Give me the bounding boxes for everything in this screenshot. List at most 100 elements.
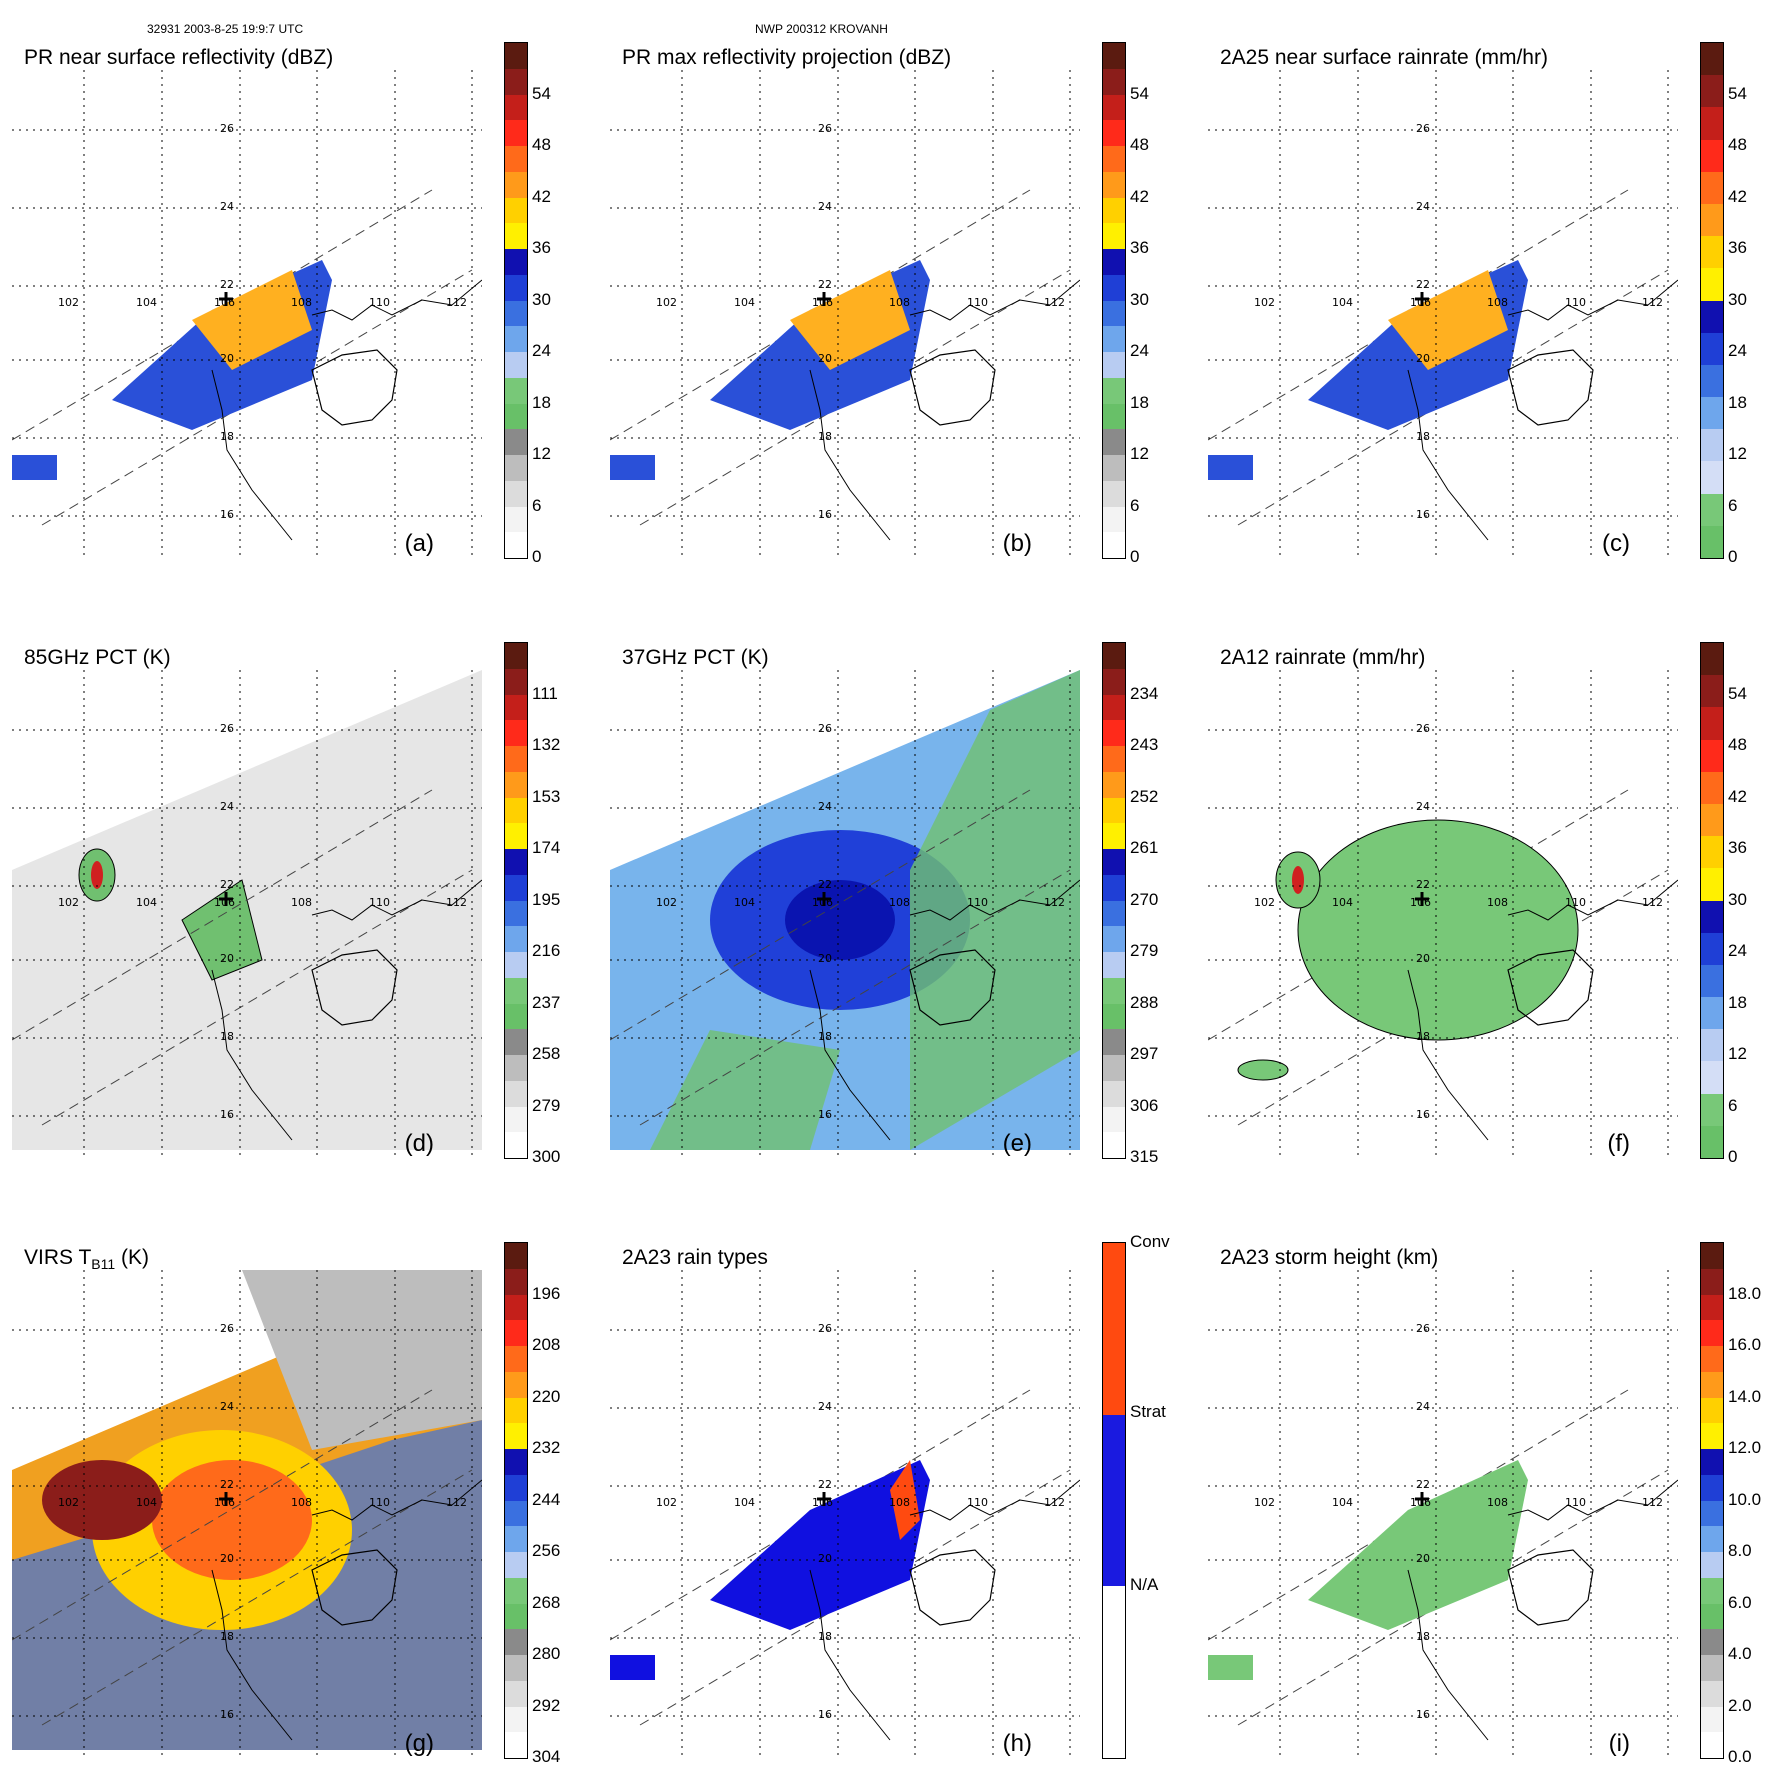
colorbar-segment xyxy=(505,1629,527,1656)
colorbar-segment xyxy=(505,1268,527,1296)
lon-label: 108 xyxy=(291,896,312,909)
lon-label: 104 xyxy=(136,296,157,309)
colorbar-tick-label: 6 xyxy=(1728,495,1738,515)
lat-label: 24 xyxy=(220,200,234,213)
colorbar-segment xyxy=(1701,1552,1723,1579)
cloud-top xyxy=(152,1460,312,1580)
lon-label: 102 xyxy=(1254,1496,1275,1509)
colorbar-tick-label: 153 xyxy=(532,786,561,806)
category-label: N/A xyxy=(1130,1575,1159,1594)
lat-label: 20 xyxy=(1416,952,1430,965)
map-area: 262422201816102104106108110112 xyxy=(12,70,482,560)
colorbar-tick-label: 252 xyxy=(1130,786,1159,806)
colorbar-segment xyxy=(1103,120,1125,147)
lat-label: 20 xyxy=(818,352,832,365)
colorbar-segment xyxy=(505,1680,527,1708)
lat-label: 20 xyxy=(1416,352,1430,365)
lat-label: 22 xyxy=(220,278,234,291)
coastline xyxy=(1407,1479,1678,1741)
lat-label: 16 xyxy=(1416,1708,1430,1721)
colorbar-segment xyxy=(505,926,527,953)
colorbar-segment xyxy=(1701,1577,1723,1605)
lon-label: 110 xyxy=(1565,1496,1586,1509)
panel-label: (e) xyxy=(1002,1130,1032,1157)
land-area-south xyxy=(650,1030,840,1150)
hainan-island xyxy=(311,349,398,426)
colorbar-segment xyxy=(1103,403,1125,431)
colorbar-segment xyxy=(505,197,527,225)
colorbar-tick-label: 0 xyxy=(1130,547,1140,566)
colorbar-segment xyxy=(1701,675,1723,709)
colorbar-tick-label: 0 xyxy=(1728,547,1738,566)
colorbar-tick-label: 36 xyxy=(1130,238,1149,257)
colorbar-segment xyxy=(505,1080,527,1108)
colorbar-segment xyxy=(1701,203,1723,238)
colorbar-segment xyxy=(505,1474,527,1502)
lat-label: 18 xyxy=(818,430,832,443)
colorbar-segment xyxy=(1103,694,1125,722)
colorbar-segment xyxy=(1701,868,1723,902)
map-area: 262422201816102104106108110112 xyxy=(610,1270,1080,1760)
colorbar-segment xyxy=(505,1500,527,1528)
lat-label: 22 xyxy=(1416,278,1430,291)
colorbar-segment xyxy=(505,694,527,722)
colorbar-segment xyxy=(1103,300,1125,328)
colorbar-segment xyxy=(1701,1093,1723,1127)
panel-label: (b) xyxy=(1002,530,1032,557)
map-area: 262422201816102104106108110112 xyxy=(1208,670,1678,1160)
colorbar-tick-label: 24 xyxy=(532,341,551,360)
swath-edge-south xyxy=(41,869,473,1126)
lon-label: 110 xyxy=(967,296,988,309)
panel-label: (i) xyxy=(1608,1730,1630,1757)
lat-label: 20 xyxy=(818,952,832,965)
colorbar-tick-label: 8.0 xyxy=(1728,1541,1752,1560)
colorbar-segment xyxy=(505,771,527,799)
colorbar-segment xyxy=(1103,43,1125,70)
lon-label: 104 xyxy=(136,1496,157,1509)
colorbar-segment xyxy=(1701,1603,1723,1631)
coastline xyxy=(809,879,1080,1141)
title-main: VIRS T xyxy=(24,1246,92,1269)
colorbar-segment xyxy=(505,94,527,122)
map-area: 262422201816102104106108110112 xyxy=(610,70,1080,560)
colorbar-tick-label: 24 xyxy=(1728,941,1747,960)
colorbar-segment xyxy=(1103,1055,1125,1082)
colorbar-tick-label: 30 xyxy=(1130,289,1149,309)
panel-label: (g) xyxy=(404,1730,434,1757)
colorbar-segment xyxy=(505,1243,527,1270)
colorbar-segment xyxy=(1701,1423,1723,1450)
coastline xyxy=(1407,279,1678,541)
colorbar-segment xyxy=(1103,746,1125,773)
panel-title: PR near surface reflectivity (dBZ) xyxy=(24,46,334,69)
colorbar-tick-label: 279 xyxy=(1130,941,1159,960)
colorbar-tick-label: 54 xyxy=(1728,83,1747,103)
swath-echo-west xyxy=(1208,455,1253,480)
colorbar-segment xyxy=(1701,75,1723,109)
colorbar-tick-label: 279 xyxy=(532,1095,561,1115)
storm-center-marker xyxy=(1415,892,1429,906)
colorbar-segment xyxy=(505,952,527,979)
colorbar-tick-label: 54 xyxy=(532,83,551,103)
hainan-island xyxy=(1507,349,1594,426)
lon-label: 104 xyxy=(1332,296,1353,309)
colorbar-segment xyxy=(1103,1106,1125,1134)
colorbar-segment xyxy=(505,429,527,456)
colorbar-tick-label: 0 xyxy=(532,547,542,566)
colorbar-segment xyxy=(1701,1320,1723,1347)
lon-label: 108 xyxy=(291,296,312,309)
colorbar-segment xyxy=(1701,236,1723,270)
colorbar-segment xyxy=(1103,643,1125,670)
lon-label: 104 xyxy=(734,296,755,309)
colorbar-tick-label: 42 xyxy=(1728,186,1747,206)
colorbar-tick-label: 10.0 xyxy=(1728,1489,1762,1509)
category-label: Conv xyxy=(1130,1232,1170,1251)
colorbar-tick-label: 6 xyxy=(1728,1095,1738,1115)
panel-label: (d) xyxy=(404,1130,434,1157)
colorbar-segment xyxy=(1701,1680,1723,1708)
colorbar-segment xyxy=(505,274,527,302)
colorbar-segment xyxy=(1103,823,1125,850)
colorbar-segment xyxy=(505,1003,527,1031)
colorbar-segment xyxy=(1103,1080,1125,1108)
swath-echo-west xyxy=(12,455,57,480)
colorbar-segment xyxy=(1701,429,1723,463)
